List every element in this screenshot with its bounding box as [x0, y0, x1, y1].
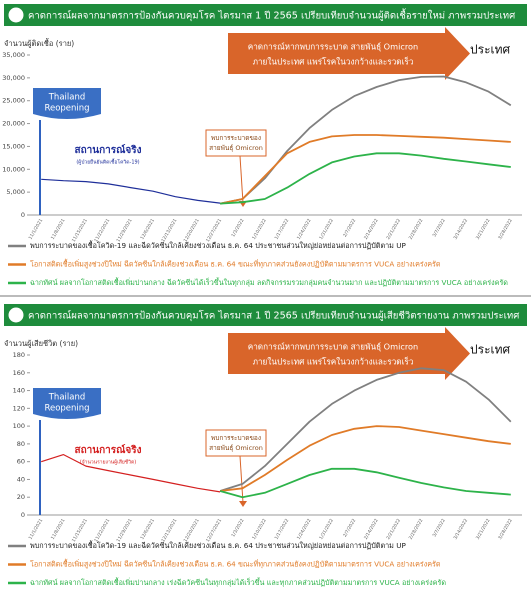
forecast-arrow	[228, 327, 470, 380]
header-bar	[4, 304, 527, 326]
y-tick-label: 60	[17, 458, 25, 466]
callout-text: สายพันธุ์ Omicron	[209, 144, 263, 152]
data-line	[41, 454, 221, 493]
forecast-arrow	[228, 27, 470, 80]
callout-box	[205, 429, 267, 457]
badge-text: Reopening	[44, 404, 89, 414]
arrow-text: ภายในประเทศ แพร่โรคในวงกว้างและรวดเร็ว	[253, 57, 414, 67]
callout-arrowhead	[239, 501, 247, 507]
y-tick-label: 20	[17, 493, 25, 501]
chart-title: คาดการณ์ผลจากมาตรการป้องกันควบคุมโรค ไตร…	[28, 310, 519, 322]
arrow-text: คาดการณ์หากพบการระบาด สายพันธุ์ Omicron	[248, 42, 419, 52]
y-tick-label: 160	[13, 369, 25, 377]
actual-label: สถานการณ์จริง	[74, 144, 141, 156]
y-axis-label: จำนวนผู้เสียชีวิต (ราย)	[4, 339, 78, 348]
badge	[33, 88, 101, 119]
y-tick-label: 80	[17, 440, 25, 448]
badge	[33, 388, 101, 419]
y-tick-label: 180	[13, 351, 25, 359]
y-axis-label: จำนวนผู้ติดเชื้อ (ราย)	[4, 38, 74, 48]
y-tick-label: 10,000	[2, 165, 25, 173]
callout-text: พบการระบาดของ	[211, 134, 261, 142]
callout-text: พบการระบาดของ	[211, 434, 261, 442]
callout-arrow	[239, 455, 244, 504]
y-tick-label: 120	[13, 404, 25, 412]
badge-text: Thailand	[48, 393, 86, 403]
chart-title: คาดการณ์ผลจากมาตรการป้องกันควบคุมโรค ไตร…	[28, 8, 515, 22]
header-bar	[4, 4, 527, 26]
data-line	[219, 367, 512, 492]
data-line	[219, 425, 511, 492]
legend-label: ฉากทัศน์ ผลจากโอกาสติดเชื้อเพิ่มปานกลาง …	[30, 577, 446, 587]
region-label: ประเทศ	[470, 43, 511, 57]
y-tick-label: 0	[21, 511, 25, 519]
legend-label: ฉากทัศน์ ผลจากโอกาสติดเชื้อเพิ่มปานกลาง …	[30, 277, 508, 287]
logo	[7, 6, 25, 24]
legend-label: โอกาสติดเชื้อเพิ่มสูงช่วงปีใหม่ ฉีดวัคซี…	[30, 259, 441, 269]
y-tick-label: 40	[17, 475, 25, 483]
y-tick-label: 140	[13, 387, 25, 395]
y-tick-label: 25,000	[2, 97, 25, 105]
arrow-text: คาดการณ์หากพบการระบาด สายพันธุ์ Omicron	[248, 342, 419, 352]
data-line	[219, 75, 512, 205]
logo	[7, 306, 25, 324]
actual-label: สถานการณ์จริง	[74, 444, 141, 456]
data-line	[219, 134, 511, 205]
callout-box	[205, 129, 267, 157]
y-tick-label: 20,000	[2, 120, 25, 128]
data-line	[219, 467, 511, 499]
data-line	[220, 152, 511, 205]
y-tick-label: 100	[13, 422, 25, 430]
y-tick-label: 15,000	[2, 142, 25, 150]
callout-text: สายพันธุ์ Omicron	[209, 444, 263, 452]
y-tick-label: 5,000	[6, 188, 25, 196]
legend-label: พบการระบาดของเชื้อโควิด-19 และฉีดวัคซีนใ…	[30, 540, 406, 550]
data-line	[41, 178, 221, 204]
region-label: ประเทศ	[470, 343, 511, 357]
legend-label: โอกาสติดเชื้อเพิ่มสูงช่วงปีใหม่ ฉีดวัคซี…	[30, 559, 441, 569]
y-tick-label: 35,000	[2, 51, 25, 59]
badge-text: Thailand	[48, 93, 86, 103]
arrow-text: ภายในประเทศ แพร่โรคในวงกว้างและรวดเร็ว	[253, 357, 414, 367]
callout-arrow	[239, 155, 244, 204]
legend-label: พบการระบาดของเชื้อโควิด-19 และฉีดวัคซีนใ…	[30, 240, 406, 250]
y-tick-label: 0	[21, 211, 25, 219]
actual-sublabel: (ผู้ป่วยยืนยันติดเชื้อโควิด-19)	[76, 157, 139, 166]
y-tick-label: 30,000	[2, 74, 25, 82]
actual-sublabel: (จำนวนรายงานผู้เสียชีวิต)	[80, 459, 136, 466]
badge-text: Reopening	[44, 104, 89, 114]
